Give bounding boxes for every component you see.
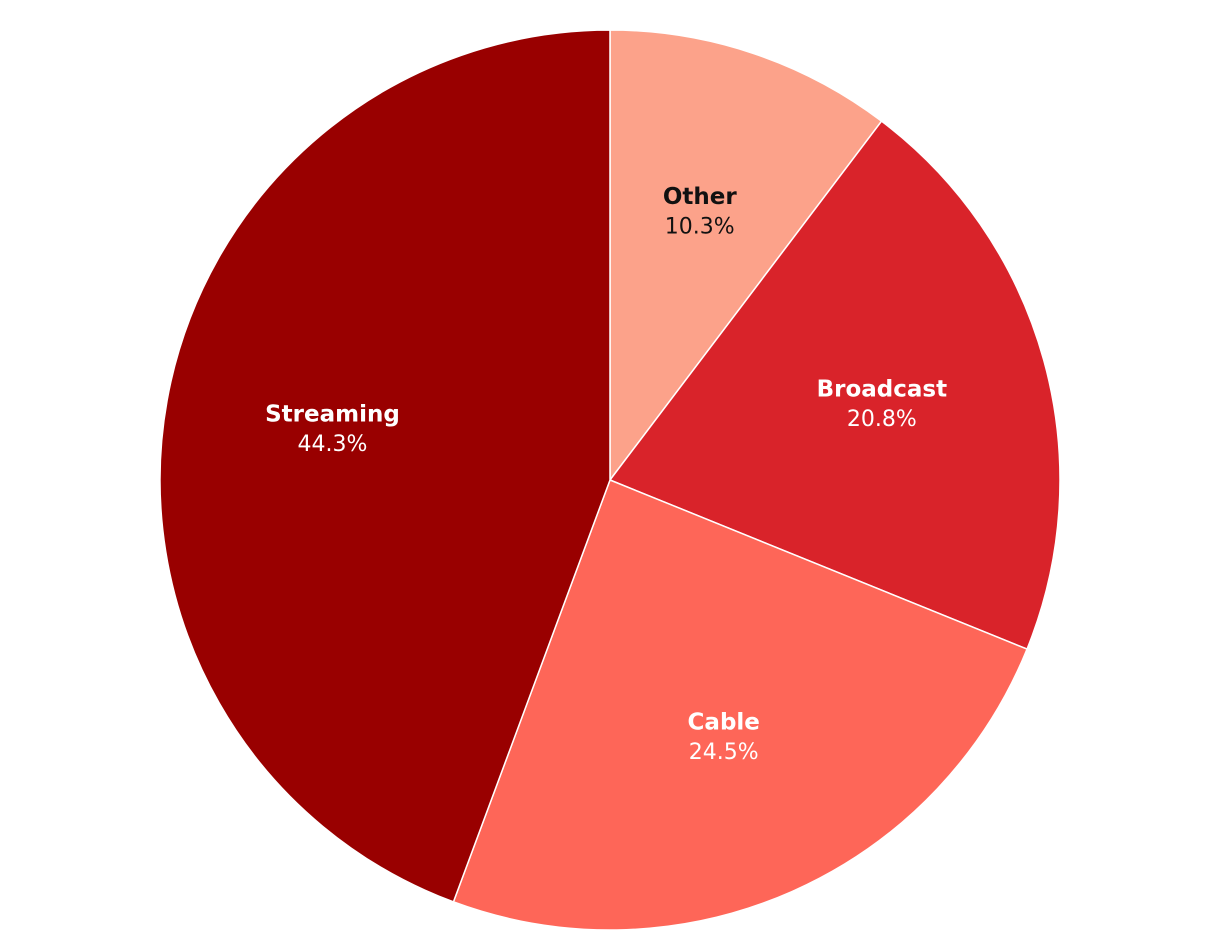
pie-slice (608, 120, 1061, 651)
slice-label: Cable (688, 710, 760, 736)
slice-value-label: 10.3% (665, 215, 735, 240)
slice-value-label: 44.3% (297, 432, 367, 457)
slice-value-label: 24.5% (689, 740, 759, 765)
slice-label: Streaming (265, 402, 400, 428)
pie-slice (609, 29, 883, 483)
slice-value-label: 20.8% (847, 407, 917, 432)
slice-label: Broadcast (817, 377, 948, 403)
pie-slice (159, 29, 611, 903)
slice-label: Other (663, 184, 738, 210)
pie-slice (452, 479, 1028, 931)
